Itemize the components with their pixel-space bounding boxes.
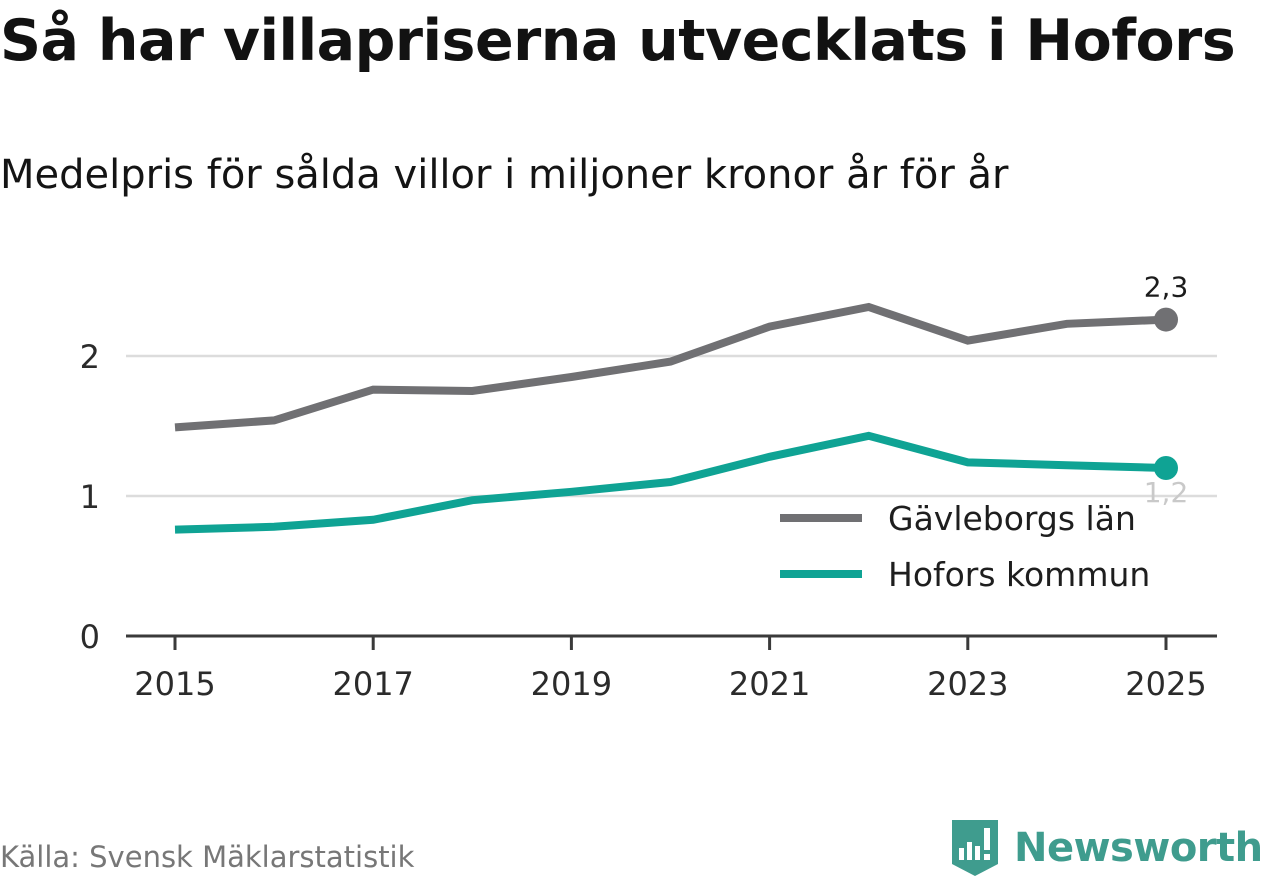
x-tick-label-2021: 2021 xyxy=(729,665,810,703)
legend-label-gavleborg: Gävleborgs län xyxy=(888,499,1136,538)
chart-title: Så har villapriserna utvecklats i Hofors xyxy=(0,8,1236,74)
x-tick-label-2017: 2017 xyxy=(332,665,413,703)
series-end-dot-hofors xyxy=(1154,456,1178,480)
x-tick-label-2025: 2025 xyxy=(1125,665,1206,703)
source-note: Källa: Svensk Mäklarstatistik xyxy=(0,840,415,874)
newsworthy-logo: Newsworthy xyxy=(950,818,1262,878)
y-tick-label-1: 1 xyxy=(80,478,100,516)
series-end-dot-gavleborg xyxy=(1154,307,1178,332)
legend-label-hofors: Hofors kommun xyxy=(888,555,1150,594)
series-end-label-gavleborg: 2,3 xyxy=(1144,271,1189,304)
chart-subtitle: Medelpris för sålda villor i miljoner kr… xyxy=(0,152,1009,198)
newsworthy-wordmark: Newsworthy xyxy=(1014,825,1262,871)
newsworthy-icon xyxy=(952,820,998,876)
y-tick-label-2: 2 xyxy=(80,338,100,376)
series-line-gavleborg xyxy=(174,302,1167,432)
x-tick-label-2023: 2023 xyxy=(927,665,1008,703)
series-line-hofors xyxy=(174,431,1167,534)
x-tick-label-2019: 2019 xyxy=(531,665,612,703)
series-end-label-hofors: 1,2 xyxy=(1144,476,1189,509)
y-tick-label-0: 0 xyxy=(80,618,100,656)
x-tick-label-2015: 2015 xyxy=(134,665,215,703)
